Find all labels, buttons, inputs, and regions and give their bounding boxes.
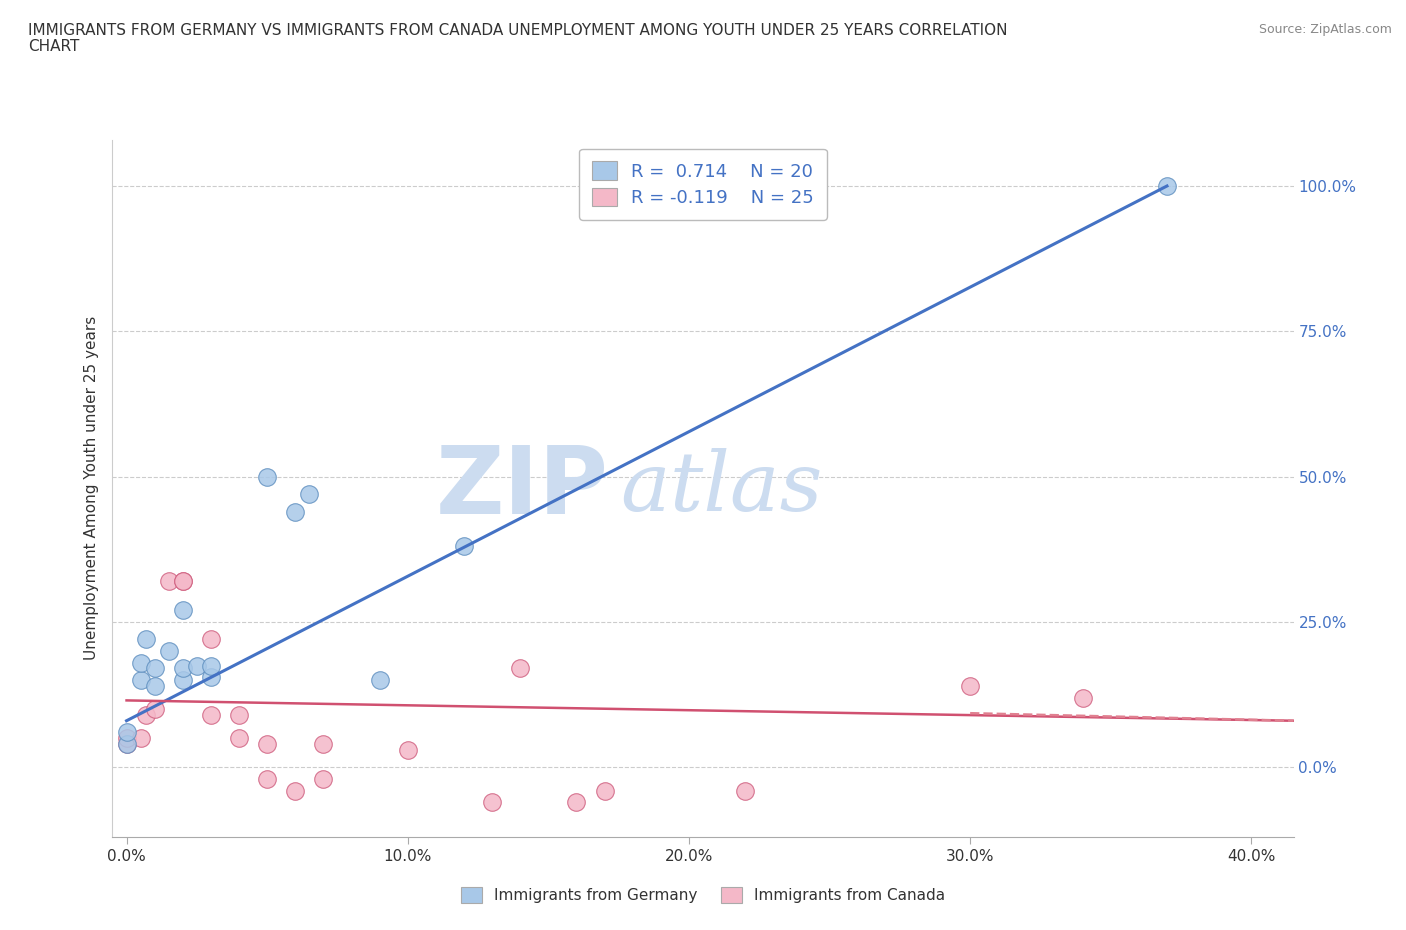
Point bbox=[1156, 179, 1178, 193]
Point bbox=[172, 672, 194, 687]
Point bbox=[228, 731, 250, 746]
Point bbox=[172, 661, 194, 676]
Point bbox=[157, 574, 180, 589]
Point bbox=[115, 725, 138, 740]
Point bbox=[129, 731, 152, 746]
Legend: Immigrants from Germany, Immigrants from Canada: Immigrants from Germany, Immigrants from… bbox=[454, 882, 952, 910]
Point bbox=[172, 574, 194, 589]
Point bbox=[129, 672, 152, 687]
Point bbox=[200, 708, 222, 723]
Point bbox=[312, 772, 335, 787]
Point bbox=[200, 658, 222, 673]
Point bbox=[172, 603, 194, 618]
Point bbox=[228, 708, 250, 723]
Point bbox=[135, 632, 157, 647]
Point bbox=[256, 772, 278, 787]
Point bbox=[481, 794, 503, 809]
Point bbox=[734, 783, 756, 798]
Point bbox=[396, 742, 419, 757]
Point bbox=[115, 737, 138, 751]
Text: CHART: CHART bbox=[28, 39, 80, 54]
Point bbox=[143, 661, 166, 676]
Point bbox=[143, 679, 166, 694]
Point bbox=[186, 658, 208, 673]
Point bbox=[256, 737, 278, 751]
Y-axis label: Unemployment Among Youth under 25 years: Unemployment Among Youth under 25 years bbox=[84, 316, 100, 660]
Point bbox=[172, 574, 194, 589]
Point bbox=[135, 708, 157, 723]
Point bbox=[298, 486, 321, 501]
Text: IMMIGRANTS FROM GERMANY VS IMMIGRANTS FROM CANADA UNEMPLOYMENT AMONG YOUTH UNDER: IMMIGRANTS FROM GERMANY VS IMMIGRANTS FR… bbox=[28, 23, 1008, 38]
Point bbox=[509, 661, 531, 676]
Point bbox=[284, 504, 307, 519]
Point bbox=[256, 470, 278, 485]
Point bbox=[129, 656, 152, 671]
Point bbox=[200, 632, 222, 647]
Point bbox=[157, 644, 180, 658]
Point bbox=[284, 783, 307, 798]
Text: atlas: atlas bbox=[620, 448, 823, 528]
Point bbox=[453, 539, 475, 554]
Point bbox=[115, 737, 138, 751]
Point bbox=[565, 794, 588, 809]
Text: Source: ZipAtlas.com: Source: ZipAtlas.com bbox=[1258, 23, 1392, 36]
Point bbox=[312, 737, 335, 751]
Text: ZIP: ZIP bbox=[436, 443, 609, 534]
Point bbox=[368, 672, 391, 687]
Point bbox=[1071, 690, 1094, 705]
Point bbox=[143, 702, 166, 717]
Point bbox=[593, 783, 616, 798]
Point bbox=[115, 731, 138, 746]
Point bbox=[200, 670, 222, 684]
Point bbox=[959, 679, 981, 694]
